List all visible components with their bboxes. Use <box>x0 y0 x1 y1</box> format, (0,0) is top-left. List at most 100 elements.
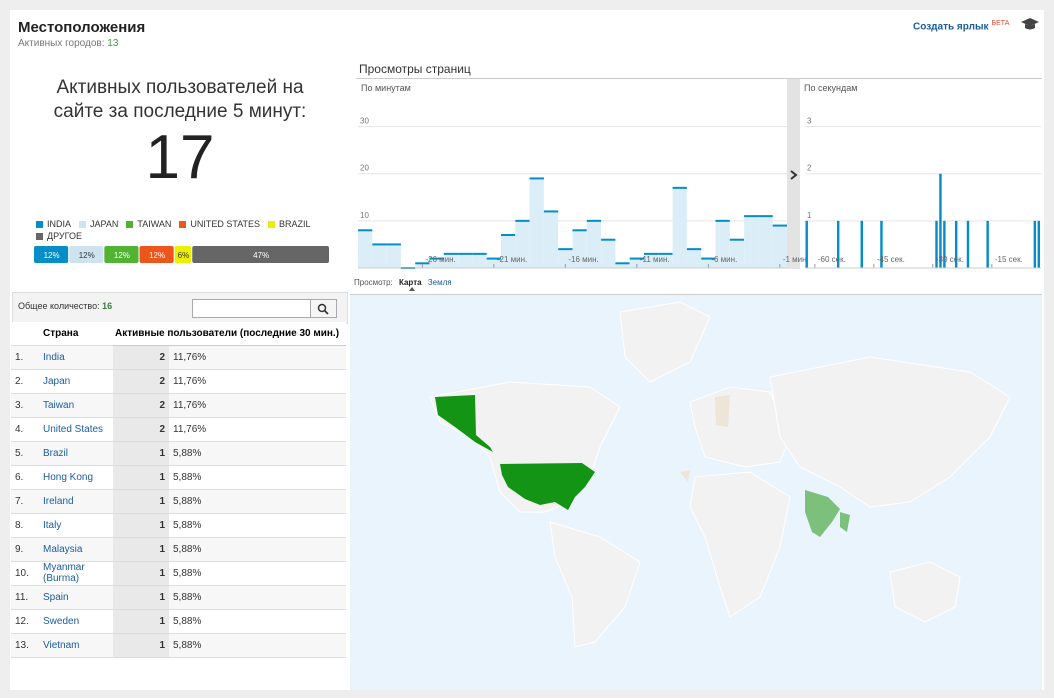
country-cell: Taiwan <box>39 393 113 418</box>
legend-item: JAPAN <box>79 219 118 229</box>
bar <box>672 187 687 268</box>
tab-map[interactable]: Карта <box>399 278 422 287</box>
country-cell: Japan <box>39 369 113 394</box>
bar <box>836 220 840 268</box>
users: 1 <box>113 513 169 538</box>
rank: 12. <box>11 609 39 634</box>
x-tick-label: -26 мин. <box>425 255 455 264</box>
y-tick-label: 3 <box>807 117 812 126</box>
x-tick-label: -30 сек. <box>936 255 964 264</box>
x-tick-label: -16 мин. <box>568 255 598 264</box>
bar <box>458 253 473 268</box>
bar <box>386 244 401 268</box>
bar <box>860 220 863 268</box>
y-tick-label: 1 <box>807 211 812 220</box>
header-cell: Активные пользователи (последние 30 мин.… <box>113 322 346 346</box>
legend-swatch <box>268 220 276 228</box>
bar <box>601 239 616 268</box>
users: 2 <box>113 369 169 394</box>
bar <box>486 258 501 268</box>
search-button[interactable] <box>310 299 337 318</box>
rank: 4. <box>11 417 39 442</box>
rank: 3. <box>11 393 39 418</box>
bar <box>1037 220 1040 268</box>
pageviews-title: Просмотры страниц <box>359 62 471 76</box>
legend-label: UNITED STATES <box>190 219 261 229</box>
bar <box>986 220 989 268</box>
country-cell: Italy <box>39 513 113 538</box>
x-tick-label: -6 мин. <box>711 255 737 264</box>
country-link[interactable]: Italy <box>43 519 62 531</box>
share-label: 12% <box>114 251 130 260</box>
table-row: 8. Italy 1 5,88% <box>11 513 346 538</box>
rank: 1. <box>11 345 39 370</box>
country-link[interactable]: Japan <box>43 375 71 387</box>
total: Общее количество: 16 <box>18 301 112 311</box>
country-link[interactable]: Vietnam <box>43 639 80 651</box>
tab-earth[interactable]: Земля <box>427 278 452 287</box>
rank: 9. <box>11 537 39 562</box>
x-tick-label: -11 мин. <box>640 255 670 264</box>
country-link[interactable]: Taiwan <box>43 399 75 411</box>
bar <box>715 220 730 268</box>
bar <box>543 211 559 268</box>
x-tick-label: -1 мин. <box>783 255 809 264</box>
country-link[interactable]: Myanmar (Burma) <box>43 562 85 584</box>
country-link[interactable]: Hong Kong <box>43 471 94 483</box>
country-cell: Myanmar (Burma) <box>39 561 113 586</box>
users: 2 <box>113 393 169 418</box>
bar <box>472 253 487 268</box>
percent: 5,88% <box>169 489 346 514</box>
bar <box>572 230 587 268</box>
legend: INDIA JAPAN TAIWAN UNITED STATES BRAZIL ДРУГО… <box>36 219 336 241</box>
country-link[interactable]: Ireland <box>43 495 74 507</box>
share-segment <box>69 246 104 263</box>
search-input[interactable] <box>192 299 311 318</box>
country-link[interactable]: Sweden <box>43 615 80 627</box>
x-tick-label: -21 мин. <box>497 255 527 264</box>
legend-swatch <box>36 220 43 228</box>
bar <box>644 253 659 268</box>
country-link[interactable]: Brazil <box>43 447 69 459</box>
bar <box>429 258 444 268</box>
cities-count: 13 <box>107 38 119 49</box>
per-second-label: По секундам <box>804 83 857 93</box>
users: 1 <box>113 441 169 466</box>
legend-item: BRAZIL <box>268 219 311 229</box>
country-link[interactable]: Malaysia <box>43 543 83 555</box>
percent: 5,88% <box>169 465 346 490</box>
shortcut-link[interactable]: Создать ярлык БЕТА <box>913 20 1009 32</box>
percent: 11,76% <box>169 417 346 442</box>
percent: 5,88% <box>169 561 346 586</box>
users: 1 <box>113 633 169 658</box>
country-cell: India <box>39 345 113 370</box>
legend-label: INDIA <box>47 219 72 229</box>
bar <box>372 244 387 268</box>
country-link[interactable]: India <box>43 351 65 363</box>
table-row: 7. Ireland 1 5,88% <box>11 489 346 514</box>
country-cell: Sweden <box>39 609 113 634</box>
header-cell: Страна <box>39 322 113 346</box>
bar <box>586 220 602 268</box>
legend-label: ДРУГОЕ <box>47 231 82 241</box>
country-cell: Brazil <box>39 441 113 466</box>
bar <box>686 249 702 268</box>
shortcut-label: Создать ярлык <box>913 21 989 33</box>
country-link[interactable]: United States <box>43 423 104 435</box>
country-cell: United States <box>39 417 113 442</box>
country-cell: Vietnam <box>39 633 113 658</box>
users: 1 <box>113 585 169 610</box>
help-icon[interactable] <box>1020 16 1040 32</box>
rank: 10. <box>11 561 39 586</box>
country-link[interactable]: Spain <box>43 591 69 603</box>
legend-swatch <box>179 220 187 228</box>
bar <box>758 216 773 268</box>
rank: 5. <box>11 441 39 466</box>
legend-item: ДРУГОЕ <box>36 231 82 241</box>
bar <box>772 225 787 268</box>
bar <box>629 258 644 268</box>
country-cell: Malaysia <box>39 537 113 562</box>
y-tick-label: 20 <box>360 164 369 173</box>
bar <box>701 258 716 268</box>
